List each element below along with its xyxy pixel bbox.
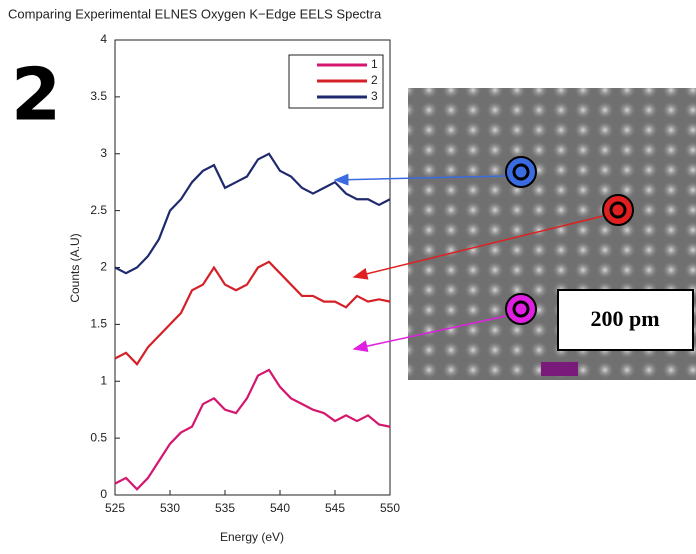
chart-title: Comparing Experimental ELNES Oxygen K−Ed… xyxy=(8,6,382,21)
y-tick-label: 3.5 xyxy=(90,89,107,103)
legend-label: 3 xyxy=(371,89,378,103)
y-tick-label: 1 xyxy=(100,373,107,387)
x-tick-label: 535 xyxy=(215,501,235,515)
y-tick-label: 1.5 xyxy=(90,317,107,331)
scale-bar xyxy=(541,362,578,376)
series-line xyxy=(115,262,390,364)
scale-label: 200 pm xyxy=(590,306,659,331)
series-line xyxy=(115,370,390,489)
x-axis-label: Energy (eV) xyxy=(220,530,284,544)
x-tick-label: 530 xyxy=(160,501,180,515)
panel-label: 2 xyxy=(11,53,61,137)
figure: Comparing Experimental ELNES Oxygen K−Ed… xyxy=(0,0,696,549)
y-tick-label: 3 xyxy=(100,146,107,160)
y-tick-label: 4 xyxy=(100,32,107,46)
legend-label: 1 xyxy=(371,57,378,71)
y-tick-label: 2 xyxy=(100,260,107,274)
x-tick-label: 540 xyxy=(270,501,290,515)
x-tick-label: 525 xyxy=(105,501,125,515)
y-tick-label: 0 xyxy=(100,487,107,501)
y-tick-label: 2.5 xyxy=(90,203,107,217)
y-axis-label: Counts (A.U) xyxy=(68,233,82,302)
x-tick-label: 550 xyxy=(380,501,400,515)
x-tick-label: 545 xyxy=(325,501,345,515)
y-tick-label: 0.5 xyxy=(90,430,107,444)
legend-label: 2 xyxy=(371,73,378,87)
series-line xyxy=(115,154,390,273)
